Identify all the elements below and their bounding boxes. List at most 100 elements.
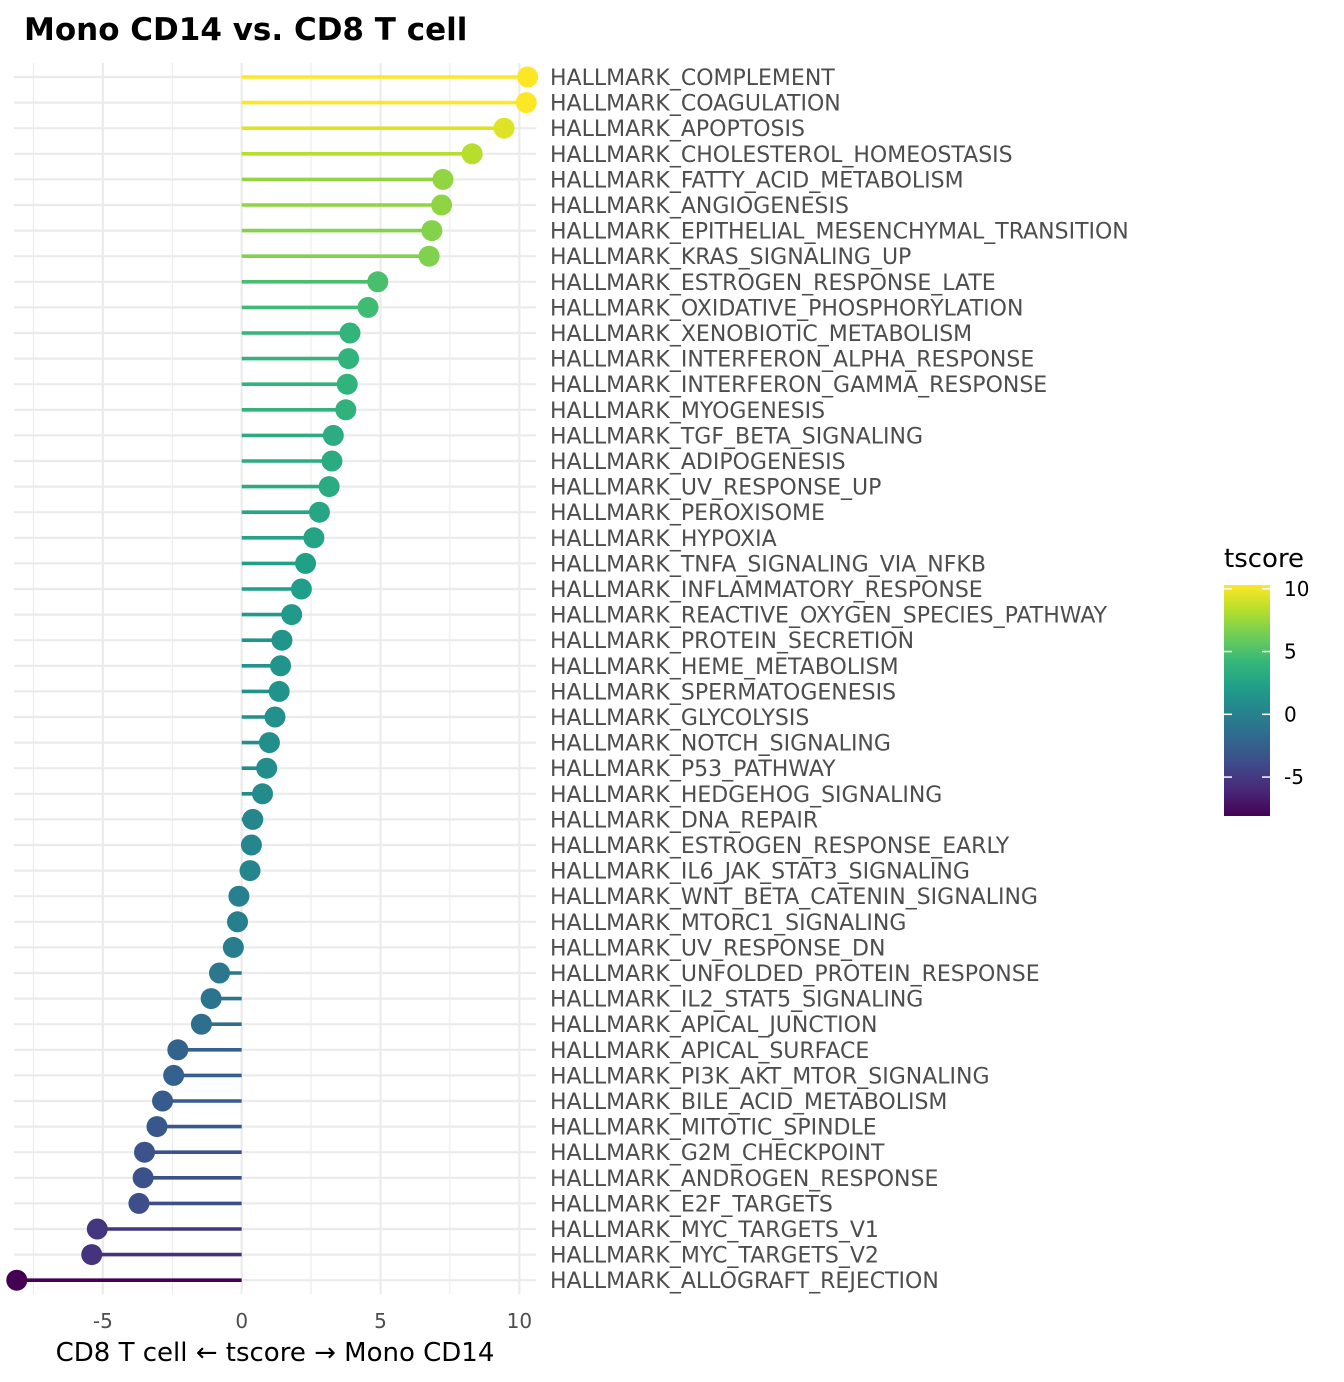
lollipop-point [256, 757, 278, 779]
y-tick-label: HALLMARK_UV_RESPONSE_UP [550, 476, 881, 501]
y-tick-label: HALLMARK_BILE_ACID_METABOLISM [550, 1090, 947, 1115]
lollipop-point [86, 1218, 108, 1240]
lollipop-point [270, 655, 292, 677]
x-tick-label: 0 [235, 1309, 248, 1333]
y-tick-label: HALLMARK_APOPTOSIS [550, 117, 805, 142]
y-tick-label: HALLMARK_ESTROGEN_RESPONSE_LATE [550, 271, 996, 296]
lollipop-point [271, 629, 293, 651]
y-tick-label: HALLMARK_KRAS_SIGNALING_UP [550, 245, 911, 270]
y-tick-label: HALLMARK_UV_RESPONSE_DN [550, 936, 885, 961]
y-tick-label: HALLMARK_PEROXISOME [550, 501, 825, 526]
y-tick-label: HALLMARK_SPERMATOGENESIS [550, 680, 896, 705]
lollipop-point [268, 680, 290, 702]
x-tick-label: 5 [374, 1309, 387, 1333]
lollipop-point [338, 348, 360, 370]
y-tick-label: HALLMARK_INTERFERON_ALPHA_RESPONSE [550, 348, 1034, 373]
y-tick-label: HALLMARK_HYPOXIA [550, 527, 777, 552]
lollipop-point [132, 1167, 154, 1189]
y-tick-label: HALLMARK_UNFOLDED_PROTEIN_RESPONSE [550, 962, 1040, 987]
lollipop-point [336, 373, 358, 395]
y-tick-label: HALLMARK_P53_PATHWAY [550, 757, 836, 782]
lollipop-point [264, 706, 286, 728]
lollipop-point [242, 808, 264, 830]
y-tick-label: HALLMARK_G2M_CHECKPOINT [550, 1141, 885, 1166]
lollipop-point [152, 1090, 174, 1112]
x-tick-label: -5 [93, 1309, 113, 1333]
y-tick-label: HALLMARK_MYOGENESIS [550, 399, 825, 424]
y-tick-label: HALLMARK_COMPLEMENT [550, 66, 835, 91]
y-tick-label: HALLMARK_MTORC1_SIGNALING [550, 911, 906, 936]
lollipop-stems [16, 75, 528, 1282]
lollipop-point [240, 834, 262, 856]
lollipop-point [239, 860, 261, 882]
lollipop-point [322, 424, 344, 446]
y-tick-label: HALLMARK_APICAL_JUNCTION [550, 1013, 877, 1038]
lollipop-point [281, 604, 303, 626]
y-tick-label: HALLMARK_HEME_METABOLISM [550, 655, 899, 680]
colorbar-tick-label: 0 [1284, 702, 1297, 726]
lollipop-point [290, 578, 312, 600]
lollipop-point [81, 1244, 103, 1266]
lollipop-point [335, 399, 357, 421]
lollipop-point [421, 220, 443, 242]
lollipop-point [128, 1192, 150, 1214]
lollipop-point [6, 1269, 28, 1291]
y-tick-label: HALLMARK_ANGIOGENESIS [550, 194, 849, 219]
y-tick-label: HALLMARK_IL6_JAK_STAT3_SIGNALING [550, 860, 970, 885]
lollipop-point [228, 885, 250, 907]
y-tick-label: HALLMARK_IL2_STAT5_SIGNALING [550, 988, 923, 1013]
colorbar-ticks: 10 5 0 -5 [1224, 577, 1309, 789]
y-tick-label: HALLMARK_WNT_BETA_CATENIN_SIGNALING [550, 885, 1038, 910]
chart-title: Mono CD14 vs. CD8 T cell [24, 12, 467, 48]
lollipop-point [339, 322, 361, 344]
y-tick-label: HALLMARK_EPITHELIAL_MESENCHYMAL_TRANSITI… [550, 220, 1129, 245]
y-tick-label: HALLMARK_XENOBIOTIC_METABOLISM [550, 322, 972, 347]
lollipop-point [418, 245, 440, 267]
lollipop-point [258, 732, 280, 754]
y-tick-label: HALLMARK_PI3K_AKT_MTOR_SIGNALING [550, 1064, 990, 1089]
y-tick-label: HALLMARK_DNA_REPAIR [550, 808, 818, 833]
lollipop-point [432, 168, 454, 190]
lollipop-point [318, 476, 340, 498]
y-tick-label: HALLMARK_NOTCH_SIGNALING [550, 732, 891, 757]
y-tick-label: HALLMARK_TNFA_SIGNALING_VIA_NFKB [550, 552, 986, 577]
y-tick-label: HALLMARK_ANDROGEN_RESPONSE [550, 1167, 938, 1192]
lollipop-point [208, 962, 230, 984]
colorbar-tick-label: 10 [1284, 577, 1309, 601]
lollipop-point [517, 66, 539, 88]
y-tick-label: HALLMARK_ADIPOGENESIS [550, 450, 846, 475]
colorbar-title: tscore [1224, 544, 1304, 574]
lollipop-point [321, 450, 343, 472]
y-tick-label: HALLMARK_HEDGEHOG_SIGNALING [550, 783, 942, 808]
lollipop-point [357, 296, 379, 318]
y-tick-label: HALLMARK_REACTIVE_OXYGEN_SPECIES_PATHWAY [550, 604, 1108, 629]
x-tick-labels: -5 0 5 10 [93, 1309, 532, 1333]
y-tick-label: HALLMARK_PROTEIN_SECRETION [550, 629, 914, 654]
lollipop-point [308, 501, 330, 523]
lollipop-point [367, 271, 389, 293]
y-tick-label: HALLMARK_FATTY_ACID_METABOLISM [550, 168, 964, 193]
lollipop-point [222, 936, 244, 958]
y-tick-label: HALLMARK_TGF_BETA_SIGNALING [550, 424, 923, 449]
y-tick-label: HALLMARK_E2F_TARGETS [550, 1192, 833, 1217]
lollipop-point [461, 143, 483, 165]
y-tick-label: HALLMARK_INTERFERON_GAMMA_RESPONSE [550, 373, 1047, 398]
lollipop-point [200, 988, 222, 1010]
lollipop-point [227, 911, 249, 933]
lollipop-point [303, 527, 325, 549]
y-tick-labels: HALLMARK_COMPLEMENTHALLMARK_COAGULATIONH… [550, 66, 1129, 1294]
lollipop-point [515, 92, 537, 114]
lollipop-point [431, 194, 453, 216]
colorbar-tick-label: 5 [1284, 640, 1297, 664]
y-tick-label: HALLMARK_OXIDATIVE_PHOSPHORYLATION [550, 296, 1023, 321]
lollipop-point [252, 783, 274, 805]
lollipop-points [6, 66, 539, 1291]
y-tick-label: HALLMARK_GLYCOLYSIS [550, 706, 809, 731]
y-tick-label: HALLMARK_MYC_TARGETS_V1 [550, 1218, 879, 1243]
y-tick-label: HALLMARK_APICAL_SURFACE [550, 1039, 869, 1064]
lollipop-point [190, 1013, 212, 1035]
lollipop-point [146, 1116, 168, 1138]
y-tick-label: HALLMARK_INFLAMMATORY_RESPONSE [550, 578, 983, 603]
colorbar [1224, 585, 1270, 816]
